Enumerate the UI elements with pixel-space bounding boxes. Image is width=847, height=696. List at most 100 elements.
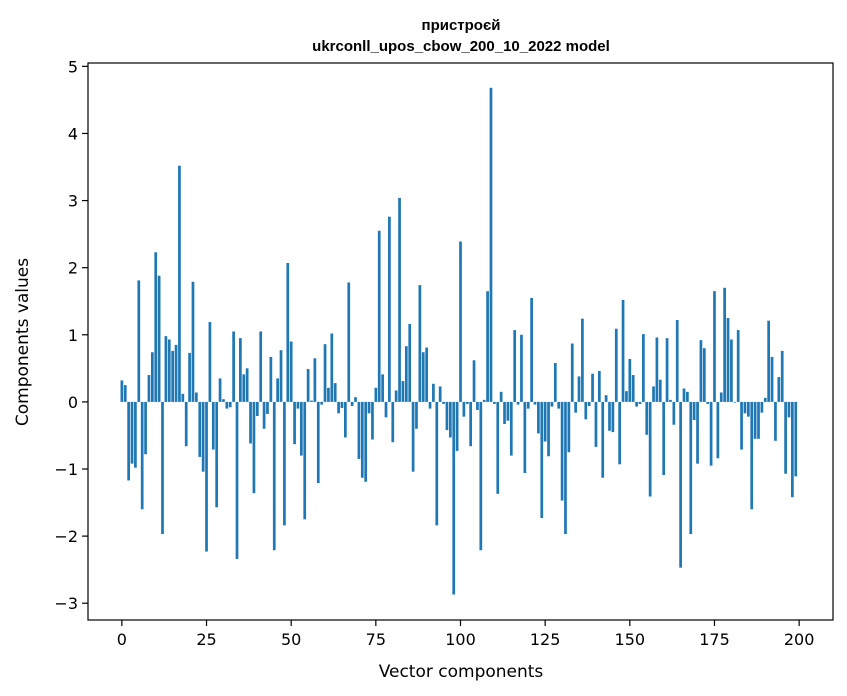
bar (757, 401, 760, 439)
bar (648, 401, 652, 497)
bar (201, 401, 205, 472)
bar (699, 340, 703, 402)
bar (208, 322, 212, 402)
bar (787, 401, 791, 418)
bar (550, 401, 554, 407)
bar (252, 401, 256, 494)
bar (686, 391, 689, 402)
bar (171, 350, 175, 402)
bar (509, 401, 513, 456)
bar (763, 397, 767, 402)
bar (479, 401, 483, 551)
bar (327, 387, 330, 402)
bar (543, 401, 547, 442)
bar (415, 401, 418, 429)
bar (137, 280, 141, 402)
x-tick-label: 200 (784, 630, 815, 649)
bar (658, 379, 662, 402)
bar (486, 291, 489, 402)
bar (476, 401, 479, 410)
bar (303, 401, 307, 520)
x-tick-label: 0 (117, 630, 127, 649)
x-axis-label: Vector components (379, 662, 544, 682)
bar (394, 390, 398, 402)
bar (286, 262, 290, 402)
bar (337, 401, 340, 414)
bar (398, 197, 401, 402)
bar (675, 320, 679, 402)
bar (625, 391, 628, 402)
x-tick-label: 150 (615, 630, 646, 649)
bars-group (120, 87, 798, 595)
bar (323, 344, 327, 402)
bar (530, 297, 533, 402)
bar (452, 401, 456, 595)
y-tick-label: 1 (68, 326, 78, 345)
bar (310, 400, 313, 402)
bar (499, 391, 503, 402)
bar (760, 401, 764, 413)
bar (283, 401, 286, 526)
bar (777, 377, 781, 402)
y-tick-label: −1 (54, 460, 78, 479)
bar (570, 343, 574, 402)
bar (655, 337, 659, 402)
x-tick-label: 75 (366, 630, 386, 649)
bar (245, 368, 249, 402)
bar (428, 401, 432, 409)
bar (354, 397, 357, 402)
bar (726, 318, 730, 402)
bar (784, 401, 787, 474)
bar (553, 362, 557, 402)
bar (533, 401, 537, 405)
bar (198, 401, 202, 457)
bar (628, 358, 632, 402)
bar (140, 401, 144, 510)
bar (672, 401, 676, 425)
bar (374, 387, 378, 402)
y-axis-label: Components values (13, 258, 33, 426)
bar (587, 401, 591, 406)
bar (794, 401, 798, 477)
bar (506, 401, 510, 421)
bar (618, 401, 622, 465)
plot-frame (87, 62, 834, 621)
bar (320, 401, 324, 405)
bar (642, 334, 645, 402)
bar (679, 401, 682, 568)
bar (662, 401, 666, 476)
bar (567, 401, 571, 453)
bar (465, 401, 469, 404)
bar (597, 371, 601, 402)
bar (249, 401, 252, 444)
bar (127, 401, 130, 481)
bar (719, 392, 723, 402)
bar (489, 87, 493, 402)
bar (669, 399, 672, 402)
bar (147, 375, 151, 402)
bar (255, 401, 259, 416)
bar (574, 401, 577, 413)
bar (432, 383, 435, 402)
chart-title: пристроєй (422, 17, 501, 34)
bar (330, 333, 334, 402)
bar (780, 350, 784, 402)
bar (448, 401, 452, 438)
bar (181, 393, 185, 402)
bar (631, 375, 635, 402)
chart-subtitle: ukrconll_upos_cbow_200_10_2022 model (312, 38, 610, 55)
bar (340, 401, 344, 408)
bar (161, 401, 164, 535)
bar (384, 401, 388, 418)
bar (276, 378, 279, 402)
bar (388, 216, 391, 402)
bar (635, 401, 638, 407)
bar (601, 401, 605, 478)
bar (164, 336, 168, 402)
bar (367, 401, 371, 414)
bar (689, 401, 693, 535)
bar (526, 401, 530, 409)
bar (581, 318, 584, 402)
bar (709, 401, 713, 466)
